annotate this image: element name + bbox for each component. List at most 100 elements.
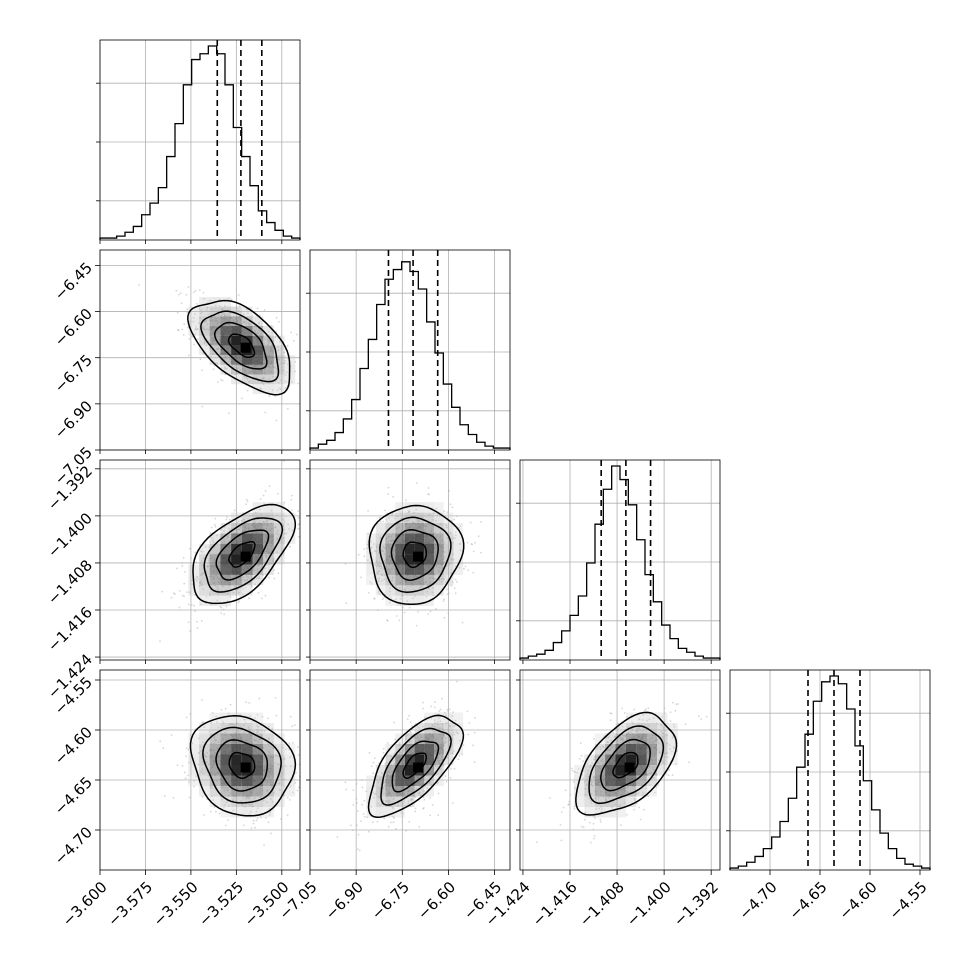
scatter-point	[290, 381, 293, 384]
density-cell	[443, 543, 454, 555]
scatter-point	[244, 586, 247, 589]
scatter-point	[277, 754, 279, 757]
scatter-point	[464, 565, 467, 568]
scatter-point	[225, 605, 228, 608]
scatter-point	[268, 485, 271, 487]
scatter-point	[450, 584, 453, 587]
scatter-point	[435, 519, 437, 522]
scatter-point	[593, 837, 595, 840]
scatter-point	[589, 764, 592, 767]
scatter-point	[457, 758, 460, 761]
density-cell	[241, 775, 253, 786]
scatter-point	[593, 758, 595, 761]
scatter-point	[444, 711, 446, 714]
scatter-point	[298, 536, 300, 538]
x-tick-label: −1.416	[529, 878, 581, 930]
scatter-point	[370, 552, 373, 555]
x-tick-label: −3.550	[150, 878, 202, 930]
density-cell	[434, 533, 444, 544]
scatter-point	[278, 782, 281, 785]
scatter-point	[366, 547, 368, 550]
scatter-point	[209, 786, 212, 788]
scatter-point	[435, 607, 438, 610]
scatter-point	[227, 712, 230, 715]
scatter-point	[248, 702, 251, 704]
density-cell	[414, 523, 425, 534]
density-cell	[395, 775, 405, 786]
scatter-point	[258, 575, 260, 578]
density-cell	[424, 754, 434, 765]
density-cell	[231, 807, 242, 818]
density-cell	[273, 512, 285, 523]
scatter-point	[461, 753, 463, 756]
scatter-point	[237, 520, 240, 523]
scatter-point	[392, 821, 395, 824]
scatter-point	[662, 726, 664, 728]
density-cell	[220, 554, 232, 565]
scatter-point	[472, 744, 474, 747]
scatter-point	[458, 567, 461, 569]
scatter-point	[631, 729, 634, 732]
scatter-point	[248, 597, 250, 600]
contour-4-3-3	[588, 725, 665, 805]
scatter-point	[205, 320, 207, 323]
scatter-point	[198, 585, 201, 587]
density-cell	[241, 533, 253, 544]
scatter-point	[256, 817, 259, 820]
scatter-point	[645, 787, 648, 790]
scatter-point	[161, 590, 164, 593]
scatter-point	[405, 735, 407, 738]
scatter-point	[230, 298, 233, 301]
density-cell	[209, 564, 221, 575]
scatter-point	[698, 715, 700, 717]
scatter-point	[459, 549, 462, 551]
scatter-point	[356, 810, 359, 812]
scatter-point	[263, 731, 266, 733]
scatter-point	[210, 810, 212, 813]
scatter-point	[187, 774, 190, 777]
density-cell	[273, 775, 285, 786]
contour-2-1-3	[200, 310, 280, 383]
scatter-point	[293, 724, 296, 727]
scatter-point	[204, 340, 207, 343]
scatter-point	[186, 311, 188, 314]
scatter-point	[255, 577, 258, 580]
scatter-point	[220, 528, 223, 531]
scatter-point	[208, 592, 211, 595]
scatter-point	[443, 555, 446, 558]
scatter-point	[295, 333, 298, 336]
scatter-point	[219, 796, 222, 798]
scatter-point	[370, 583, 373, 585]
scatter-point	[454, 592, 457, 595]
scatter-point	[259, 314, 261, 317]
scatter-point	[190, 579, 192, 582]
scatter-point	[618, 727, 620, 730]
mode-marker	[240, 762, 251, 773]
scatter-point	[619, 803, 622, 806]
density-cell	[434, 733, 444, 744]
density-cell	[453, 554, 464, 565]
density-cell	[241, 364, 253, 375]
scatter-point	[298, 523, 300, 525]
scatter-point	[172, 797, 175, 799]
scatter-point	[439, 720, 442, 723]
scatter-point	[201, 550, 204, 553]
scatter-point	[647, 724, 650, 727]
scatter-point	[418, 726, 420, 729]
density-cell	[263, 564, 274, 575]
scatter-point	[200, 584, 203, 587]
density-cell	[434, 775, 444, 786]
scatter-point	[226, 516, 228, 519]
scatter-point	[450, 768, 452, 770]
density-cell	[263, 775, 274, 786]
scatter-point	[367, 532, 369, 535]
density-cell	[375, 796, 386, 807]
contour-3-1-4	[192, 503, 297, 605]
scatter-point	[443, 575, 446, 577]
scatter-point	[228, 723, 231, 725]
density-cell	[594, 765, 606, 776]
density-cell	[252, 723, 264, 734]
scatter-point	[437, 720, 439, 723]
density-cell	[414, 786, 425, 797]
scatter-point	[626, 716, 628, 718]
